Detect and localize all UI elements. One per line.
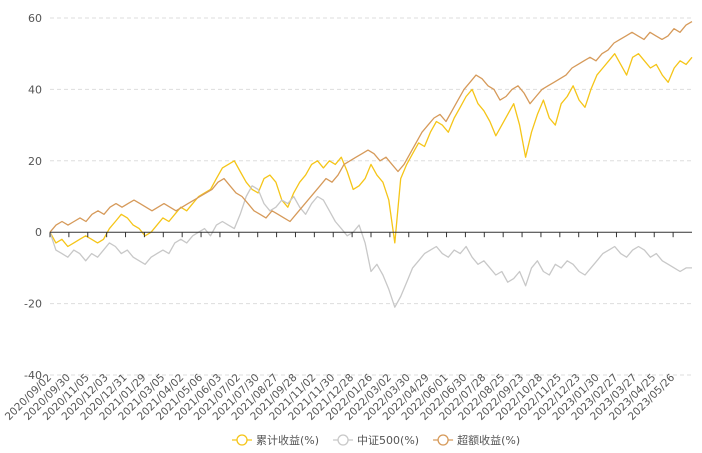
x-axis — [49, 231, 692, 238]
legend-marker-icon — [337, 434, 349, 446]
legend-item-0[interactable]: 累计收益(%) — [232, 433, 319, 447]
y-tick-label: 60 — [28, 12, 42, 25]
legend-label: 中证500(%) — [357, 434, 419, 447]
legend-marker-icon — [236, 434, 248, 446]
y-axis: -40 -20 0 20 40 60 — [24, 12, 42, 382]
legend-label: 超额收益(%) — [457, 433, 520, 447]
legend-item-2[interactable]: 超额收益(%) — [433, 433, 520, 447]
legend[interactable]: 累计收益(%) 中证500(%) 超额收益(%) — [232, 433, 520, 447]
y-tick-label: -40 — [24, 369, 42, 382]
y-tick-label: -20 — [24, 298, 42, 311]
series-line-1 — [49, 185, 692, 308]
series-line-0 — [49, 53, 693, 248]
y-tick-label: 20 — [28, 155, 42, 168]
grid — [50, 17, 692, 376]
series-layer — [49, 21, 693, 308]
x-tick-labels: 2020/09/022020/09/302020/11/052020/12/03… — [3, 371, 678, 423]
y-tick-label: 0 — [35, 226, 42, 239]
legend-item-1[interactable]: 中证500(%) — [333, 434, 419, 447]
legend-label: 累计收益(%) — [256, 433, 319, 447]
y-tick-label: 40 — [28, 83, 42, 96]
legend-marker-icon — [437, 434, 449, 446]
series-line-2 — [49, 21, 693, 233]
